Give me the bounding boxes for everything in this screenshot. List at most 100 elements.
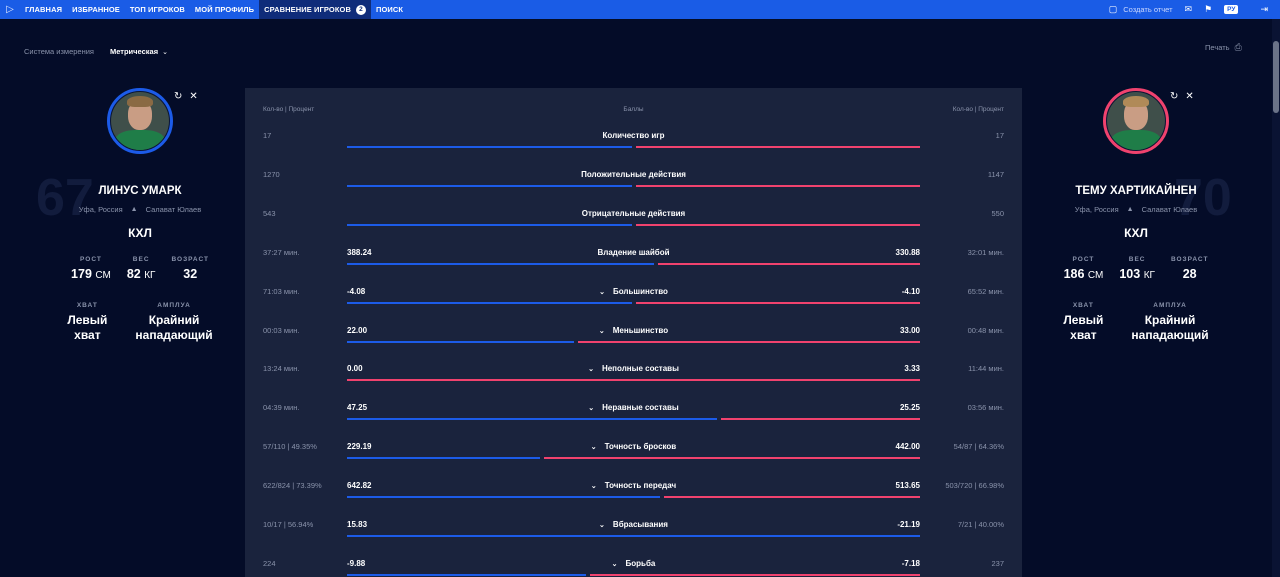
comparison-bar xyxy=(347,184,920,187)
right-count: 17 xyxy=(995,131,1004,140)
player-location: Уфа, Россия ▲ Салават Юлаев xyxy=(10,205,270,214)
metric-label[interactable]: ⌄ Борьба xyxy=(347,559,920,568)
player-city: Уфа, Россия xyxy=(1074,205,1119,214)
close-icon[interactable]: ✕ xyxy=(189,91,198,102)
left-score: 229.19 xyxy=(347,442,372,452)
metric-label[interactable]: ⌄ Меньшинство xyxy=(347,326,920,335)
right-score: 513.65 xyxy=(895,481,920,491)
role-value-1: Крайний xyxy=(1144,313,1196,327)
measure-system-label: Система измерения xyxy=(24,47,94,56)
nav-menu: ГЛАВНАЯ ИЗБРАННОЕ ТОП ИГРОКОВ МОЙ ПРОФИЛ… xyxy=(20,0,408,19)
chevron-down-icon[interactable]: ⌄ xyxy=(588,405,595,413)
nav-search[interactable]: ПОИСК xyxy=(375,5,404,14)
comparison-bar xyxy=(347,457,920,460)
left-bar xyxy=(347,340,574,343)
chevron-down-icon[interactable]: ⌄ xyxy=(590,483,597,491)
left-count: 57/110 | 49.35% xyxy=(263,442,317,452)
nav-my-profile[interactable]: МОЙ ПРОФИЛЬ xyxy=(194,5,255,14)
left-bar xyxy=(347,418,717,421)
print-icon: ⎙ xyxy=(1234,42,1242,52)
right-score: 3.33 xyxy=(904,364,920,374)
comparison-row[interactable]: 13:24 мин. 11:44 мин. 0.00 3.33 ⌄ Неполные со… xyxy=(245,361,1022,400)
metric-label[interactable]: ⌄ Неполные составы xyxy=(347,364,920,373)
right-count: 00:48 мин. xyxy=(967,325,1004,335)
player-club: Салават Юлаев xyxy=(1141,205,1198,214)
metric-label[interactable]: ⌄ Точность бросков xyxy=(347,442,920,451)
player-card-right: 70 ↻ ✕ ТЕМУ ХАРТИКАЙНЕН Уфа, Россия ▲ Са… xyxy=(1006,88,1236,358)
left-bar xyxy=(347,262,654,265)
nav-favorites[interactable]: ИЗБРАННОЕ xyxy=(72,5,120,14)
comparison-row[interactable]: 224 237 -9.88 -7.18 ⌄ Борьба xyxy=(245,556,1022,577)
comparison-row[interactable]: 57/110 | 49.35% 54/87 | 64.36% 229.19 442.0… xyxy=(245,439,1022,478)
scroll-thumb[interactable] xyxy=(1273,41,1279,113)
scrollbar[interactable] xyxy=(1272,19,1280,577)
right-score: -21.19 xyxy=(897,520,920,529)
weight-unit: КГ xyxy=(144,270,156,281)
chevron-down-icon[interactable]: ⌄ xyxy=(588,366,594,374)
metric-label-text: Количество игр xyxy=(602,131,665,140)
metric-label-text: Большинство xyxy=(612,286,668,296)
top-nav: ▷ ГЛАВНАЯ ИЗБРАННОЕ ТОП ИГРОКОВ МОЙ ПРОФ… xyxy=(0,0,1280,19)
print-button[interactable]: Печать ⎙ xyxy=(1205,42,1242,53)
left-bar xyxy=(347,223,632,226)
left-count: 71:03 мин. xyxy=(263,286,300,296)
logout-icon[interactable]: ⇥ xyxy=(1260,4,1268,14)
metric-label[interactable]: ⌄ Точность передач xyxy=(347,481,920,490)
player-stats-2: ХВАТ Левый хват АМПЛУА Крайний нападающий xyxy=(10,302,270,343)
comparison-row: 17 17 Количество игр xyxy=(245,128,1022,167)
comparison-row[interactable]: 00:03 мин. 00:48 мин. 22.00 33.00 ⌄ Меньшинст… xyxy=(245,323,1022,362)
chevron-down-icon[interactable]: ⌄ xyxy=(598,327,605,335)
right-count: 237 xyxy=(991,558,1004,568)
left-bar xyxy=(347,573,586,576)
nav-compare-players[interactable]: СРАВНЕНИЕ ИГРОКОВ 2 xyxy=(259,0,371,19)
left-count: 00:03 мин. xyxy=(263,325,300,335)
metric-label[interactable]: ⌄ Большинство xyxy=(347,287,920,296)
metric-label[interactable]: ⌄ Вбрасывания xyxy=(347,520,920,529)
chevron-down-icon[interactable]: ⌄ xyxy=(162,48,168,56)
player-name: ЛИНУС УМАРК xyxy=(98,185,182,197)
top-right-controls: ▢ Создать отчет ✉ ⚑ РУ ⇥ xyxy=(1103,0,1280,19)
comparison-bar xyxy=(347,146,920,148)
right-count: 32:01 мин. xyxy=(967,247,1004,257)
comparison-row[interactable]: 622/824 | 73.39% 503/720 | 66.98% 642.82 51… xyxy=(245,478,1022,517)
age-label: ВОЗРАСТ xyxy=(1170,256,1209,263)
left-count: 543 xyxy=(263,208,276,218)
nav-home[interactable]: ГЛАВНАЯ xyxy=(25,5,63,14)
chevron-down-icon[interactable]: ⌄ xyxy=(611,560,618,568)
chat-icon[interactable]: ✉ xyxy=(1184,4,1193,14)
right-bar xyxy=(636,184,920,187)
right-bar xyxy=(347,379,920,382)
comparison-row[interactable]: 71:03 мин. 65:52 мин. -4.08 -4.10 ⌄ Большинст… xyxy=(245,284,1022,323)
swap-icon[interactable]: ↻ xyxy=(1170,91,1179,102)
grip-value-1: Левый xyxy=(1063,313,1104,327)
close-icon[interactable]: ✕ xyxy=(1185,91,1194,102)
chevron-down-icon[interactable]: ⌄ xyxy=(590,444,597,452)
create-report-button[interactable]: Создать отчет xyxy=(1123,5,1173,14)
left-count: 224 xyxy=(263,558,276,568)
comparison-bar xyxy=(347,379,920,382)
avatar-actions: ↻ ✕ xyxy=(1170,91,1194,102)
comparison-row[interactable]: 04:39 мин. 03:56 мин. 47.25 25.25 ⌄ Неравные … xyxy=(245,400,1022,439)
swap-icon[interactable]: ↻ xyxy=(174,91,183,102)
play-icon[interactable]: ▷ xyxy=(6,4,14,15)
right-count: 03:56 мин. xyxy=(967,403,1004,413)
comparison-row[interactable]: 10/17 | 56.94% 7/21 | 40.00% 15.83 -21.19 ⌄ В… xyxy=(245,517,1022,556)
language-switch[interactable]: РУ xyxy=(1224,5,1239,14)
metric-label[interactable]: ⌄ Неравные составы xyxy=(347,403,920,412)
left-count: 37:27 мин. xyxy=(263,247,300,257)
avatar xyxy=(107,88,173,154)
metric-label-text: Отрицательные действия xyxy=(581,208,686,218)
avatar xyxy=(1103,88,1169,154)
chevron-down-icon[interactable]: ⌄ xyxy=(599,522,605,529)
weight-unit: КГ xyxy=(1143,270,1155,281)
right-bar xyxy=(721,418,920,421)
nav-top-players[interactable]: ТОП ИГРОКОВ xyxy=(129,5,185,14)
player-number: 70 xyxy=(1174,169,1232,227)
bell-icon[interactable]: ⚑ xyxy=(1204,4,1213,14)
measure-system-select[interactable]: Метрическая xyxy=(109,47,159,56)
height-unit: СМ xyxy=(1087,270,1104,281)
center-header: Баллы xyxy=(623,106,644,113)
chevron-down-icon[interactable]: ⌄ xyxy=(599,288,605,296)
player-card-left: 67 ↻ ✕ ЛИНУС УМАРК Уфа, Россия ▲ Салават… xyxy=(10,88,240,358)
avatar-actions: ↻ ✕ xyxy=(174,91,198,102)
